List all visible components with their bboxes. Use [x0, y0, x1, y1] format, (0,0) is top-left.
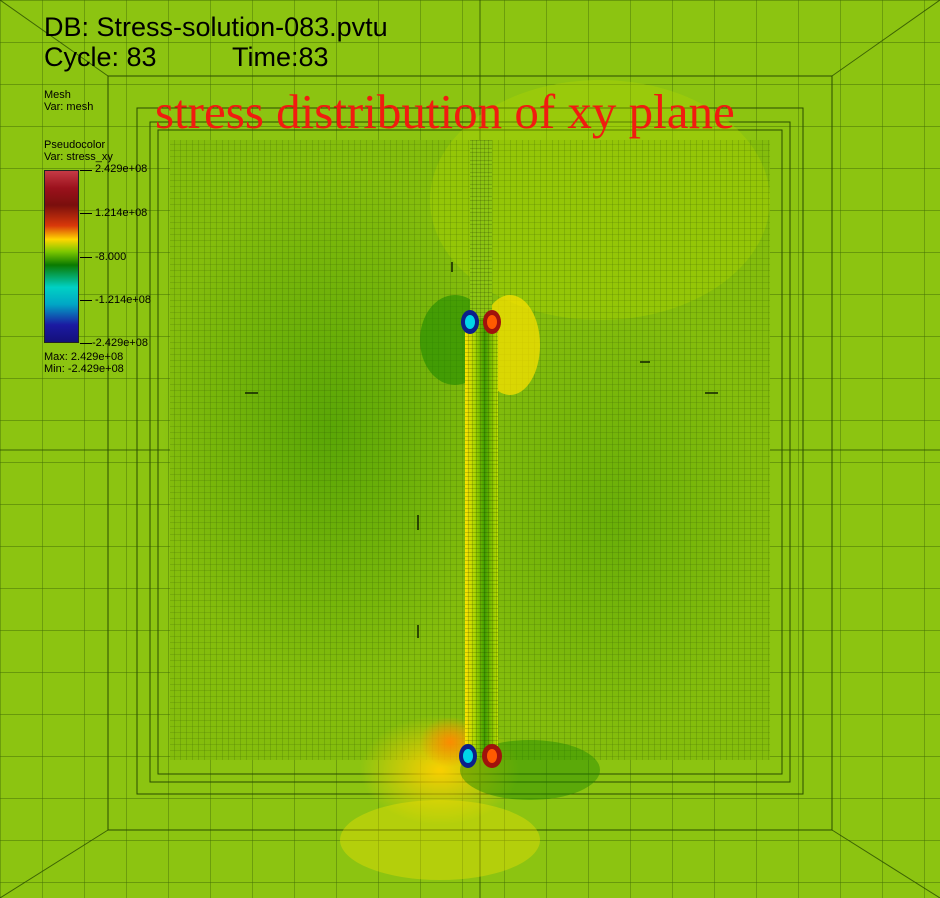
vertical-plate: [465, 140, 498, 758]
mesh-markers: [245, 262, 718, 638]
colorbar-tick: [80, 213, 92, 214]
cycle-value: Cycle: 83: [44, 42, 157, 72]
colorbar-tick-label: -1.214e+08: [95, 294, 151, 306]
top-hotspots: [461, 310, 501, 334]
legend-max: Max: 2.429e+08: [44, 351, 124, 363]
colorbar-tick: [80, 170, 92, 171]
colorbar-tick: [80, 300, 92, 301]
mesh-legend-title: Mesh: [44, 89, 71, 101]
mesh-frames: [107, 75, 833, 831]
pseudocolor-legend-var: Var: stress_xy: [44, 151, 113, 163]
colorbar-tick-label: 2.429e+08: [95, 163, 148, 175]
colorbar-tick-label: -2.429e+08: [92, 337, 148, 349]
database-label: DB: Stress-solution-083.pvtu: [44, 12, 388, 42]
time-value: Time:83: [232, 42, 329, 72]
colorbar-tick-label: -8.000: [95, 251, 127, 263]
pseudocolor-legend-title: Pseudocolor: [44, 139, 106, 151]
colorbar-tick: [80, 343, 92, 344]
colorbar-tick-label: 1.214e+08: [95, 207, 148, 219]
plot-title: stress distribution of xy plane: [155, 84, 735, 139]
mesh-legend-var: Var: mesh: [44, 101, 94, 113]
colorbar: [44, 170, 79, 343]
cycle-label: Cycle: 83 Time:83: [44, 42, 329, 72]
colorbar-tick: [80, 257, 92, 258]
legend-min: Min: -2.429e+08: [44, 363, 124, 375]
bottom-hotspots: [459, 744, 502, 768]
